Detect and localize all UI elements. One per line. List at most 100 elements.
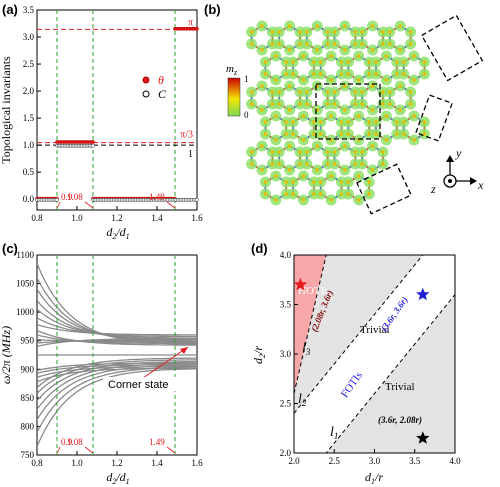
lattice-site-core [388, 90, 392, 94]
legend-theta-marker [142, 76, 150, 84]
lattice-site-core [284, 192, 289, 196]
lattice-site-core [360, 102, 364, 106]
panel-c-ytick-label: 750 [21, 450, 35, 460]
lattice-site-core [312, 60, 316, 64]
lattice-site-core [339, 120, 344, 124]
lattice-site-core [346, 192, 351, 196]
corner-state-arrowhead [180, 347, 188, 354]
lattice-site-core [270, 30, 275, 34]
lattice-site-core [398, 48, 403, 52]
theta-point [91, 140, 95, 144]
eigenfrequency-band [37, 364, 197, 374]
bulk-unit-cell-box [315, 83, 381, 140]
colorbar-min: 0 [244, 110, 249, 120]
lattice-site-core [260, 144, 264, 148]
panel-a-xtick-label: 1.6 [191, 213, 203, 223]
panel-d-xtick-label: 3.5 [409, 456, 421, 466]
eigenfrequency-band [37, 300, 197, 341]
lattice-site-core [360, 162, 364, 166]
panel-c-transition-arrow [84, 446, 94, 454]
lattice-site-core [356, 78, 361, 82]
region-trivial-upper-fill-2 [294, 255, 455, 414]
line-l3-label: l3 [302, 341, 311, 357]
region-hotis: HOTIs [298, 285, 329, 297]
panel-a-xtick-label: 1.2 [111, 213, 122, 223]
axis-z-label: z [430, 182, 436, 196]
lattice-site-core [277, 162, 282, 166]
panel-a-ytick-label: 0.0 [23, 194, 35, 204]
panel-c-ytick-label: 1100 [16, 250, 34, 260]
lattice-site-core [298, 150, 302, 154]
eigenfrequency-band [37, 367, 197, 383]
lattice-site-core [291, 192, 295, 196]
lattice-site-core [388, 30, 392, 34]
panel-a-label: (a) [2, 2, 18, 17]
lattice-site-core [287, 84, 292, 88]
panel-a-ytick-label: 1.0 [23, 140, 35, 150]
eigenfrequency-band [37, 277, 197, 344]
lattice-site-core [315, 24, 320, 28]
panel-a-xlabel: d2/d1 [106, 225, 129, 241]
panel-c-transition-label: 0.9 [61, 437, 73, 447]
lattice-site-core [318, 192, 323, 196]
lattice-site-core [388, 42, 392, 46]
panel-a-ytick-label: 0.5 [23, 167, 35, 177]
lattice-site-core [329, 114, 333, 118]
lattice-site-core [356, 114, 361, 118]
panel-d-xtick-label: 3.0 [369, 456, 381, 466]
lattice-site-core [367, 120, 371, 124]
lattice-site-core [367, 72, 371, 76]
panel-c-xtick-label: 1.6 [191, 458, 203, 468]
panel-b-label: (b) [204, 2, 221, 17]
lattice-site-core [287, 144, 292, 148]
lattice-site-core [332, 150, 337, 154]
lattice-site-core [249, 102, 254, 106]
lattice-site-core [408, 30, 413, 34]
panel-d-chart: 2.0 2.5 3.0 3.5 4.0 2.0 2.5 3.0 3.5 4.0 HOTIs Tri… [251, 250, 461, 486]
lattice-site-core [381, 102, 385, 106]
lattice-site-core [346, 60, 351, 64]
lattice-site-core [398, 84, 403, 88]
lattice-site-core [270, 90, 275, 94]
lattice-site-core [305, 42, 309, 46]
panel-c-transition-arrow [56, 446, 61, 454]
corner-state-label: Corner state [108, 379, 169, 391]
lattice-site-core [412, 138, 416, 142]
lattice-site-core [384, 78, 389, 82]
point-trivial-label: (3.6r, 2.08r) [378, 415, 422, 425]
panel-a-reference-label: 1 [188, 149, 193, 160]
eigenfrequency-band [37, 334, 197, 345]
lattice-site-core [315, 144, 320, 148]
lattice-site-core [270, 162, 275, 166]
lattice-site-core [249, 150, 254, 154]
panel-c-transition-label: 1.49 [149, 437, 165, 447]
lattice-site-core [401, 60, 406, 64]
lattice-site-core [298, 162, 302, 166]
lattice-site-core [277, 42, 282, 46]
panel-c-xtick-label: 1.2 [111, 458, 122, 468]
lattice-site-core [284, 72, 289, 76]
region-trivial-lower: Trivial [385, 381, 415, 393]
panel-d-ylabel: d2/r [251, 346, 267, 364]
panel-d-xtick-label: 4.0 [449, 456, 461, 466]
lattice-site-core [339, 192, 344, 196]
lattice-site-core [301, 54, 306, 58]
lattice-site-core [394, 60, 399, 64]
parameter-point-star [416, 287, 430, 301]
lattice-site-core [332, 162, 337, 166]
lattice-site-core [394, 72, 399, 76]
lattice-site-core [374, 132, 378, 136]
panel-a-ytick-label: 2.5 [23, 59, 35, 69]
panel-c-transition-label: 1.08 [67, 437, 83, 447]
panel-d-xtick-label: 2.5 [329, 456, 341, 466]
region-fotis-fill [294, 255, 455, 453]
lattice-site-core [339, 132, 344, 136]
lattice-site-core [325, 162, 330, 166]
lattice-site-core [412, 114, 416, 118]
lattice-site-core [422, 72, 427, 76]
line-l2-label: l2 [298, 392, 307, 408]
panel-a-transition-arrow [166, 201, 176, 209]
lattice-site-core [274, 114, 278, 118]
lattice-site-core [360, 30, 364, 34]
colorbar [227, 77, 241, 117]
